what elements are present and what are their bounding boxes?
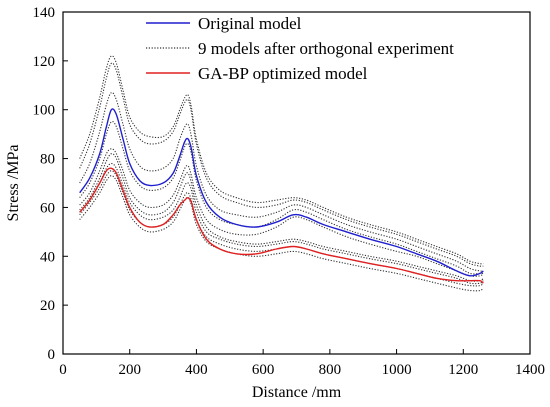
- y-tick-label: 60: [40, 200, 55, 216]
- orthogonal-model-line-5: [79, 148, 484, 277]
- legend: Original model 9 models after orthogonal …: [146, 14, 454, 83]
- original-model-line: [79, 108, 484, 277]
- orthogonal-model-line-7: [79, 162, 484, 285]
- x-tick-label: 0: [59, 362, 67, 378]
- orthogonal-model-line-1: [79, 55, 484, 265]
- x-tick-label: 1400: [515, 362, 545, 378]
- legend-label-1: Original model: [198, 14, 302, 33]
- y-tick-label: 120: [33, 54, 56, 70]
- legend-label-2: 9 models after orthogonal experiment: [198, 39, 454, 58]
- x-tick-label: 600: [252, 362, 275, 378]
- plot-lines: [79, 55, 484, 292]
- y-axis: 0 20 40 60 80 100 120 140: [33, 5, 68, 363]
- x-tick-label: 800: [319, 362, 342, 378]
- y-tick-label: 80: [40, 152, 55, 168]
- orthogonal-model-line-2: [79, 62, 484, 267]
- x-tick-label: 1200: [448, 362, 478, 378]
- orthogonal-model-line-9: [79, 175, 484, 292]
- y-tick-label: 140: [33, 5, 56, 21]
- x-tick-label: 1000: [382, 362, 412, 378]
- y-tick-label: 100: [33, 103, 56, 119]
- orthogonal-model-line-4: [79, 120, 484, 275]
- legend-label-3: GA-BP optimized model: [198, 64, 368, 83]
- x-tick-label: 200: [118, 362, 141, 378]
- x-tick-label: 400: [185, 362, 208, 378]
- plot-frame: [62, 11, 531, 355]
- y-axis-title: Stress /MPa: [5, 145, 22, 222]
- x-axis: 0 200 400 600 800 1000 1200 1400: [59, 349, 545, 378]
- orthogonal-model-line-8: [79, 170, 484, 287]
- y-tick-label: 0: [48, 347, 56, 363]
- x-axis-title: Distance /mm: [252, 384, 342, 401]
- y-tick-label: 40: [40, 249, 55, 265]
- orthogonal-model-line-6: [79, 153, 484, 282]
- y-tick-label: 20: [40, 298, 55, 314]
- gabp-optimized-model-line: [79, 167, 484, 284]
